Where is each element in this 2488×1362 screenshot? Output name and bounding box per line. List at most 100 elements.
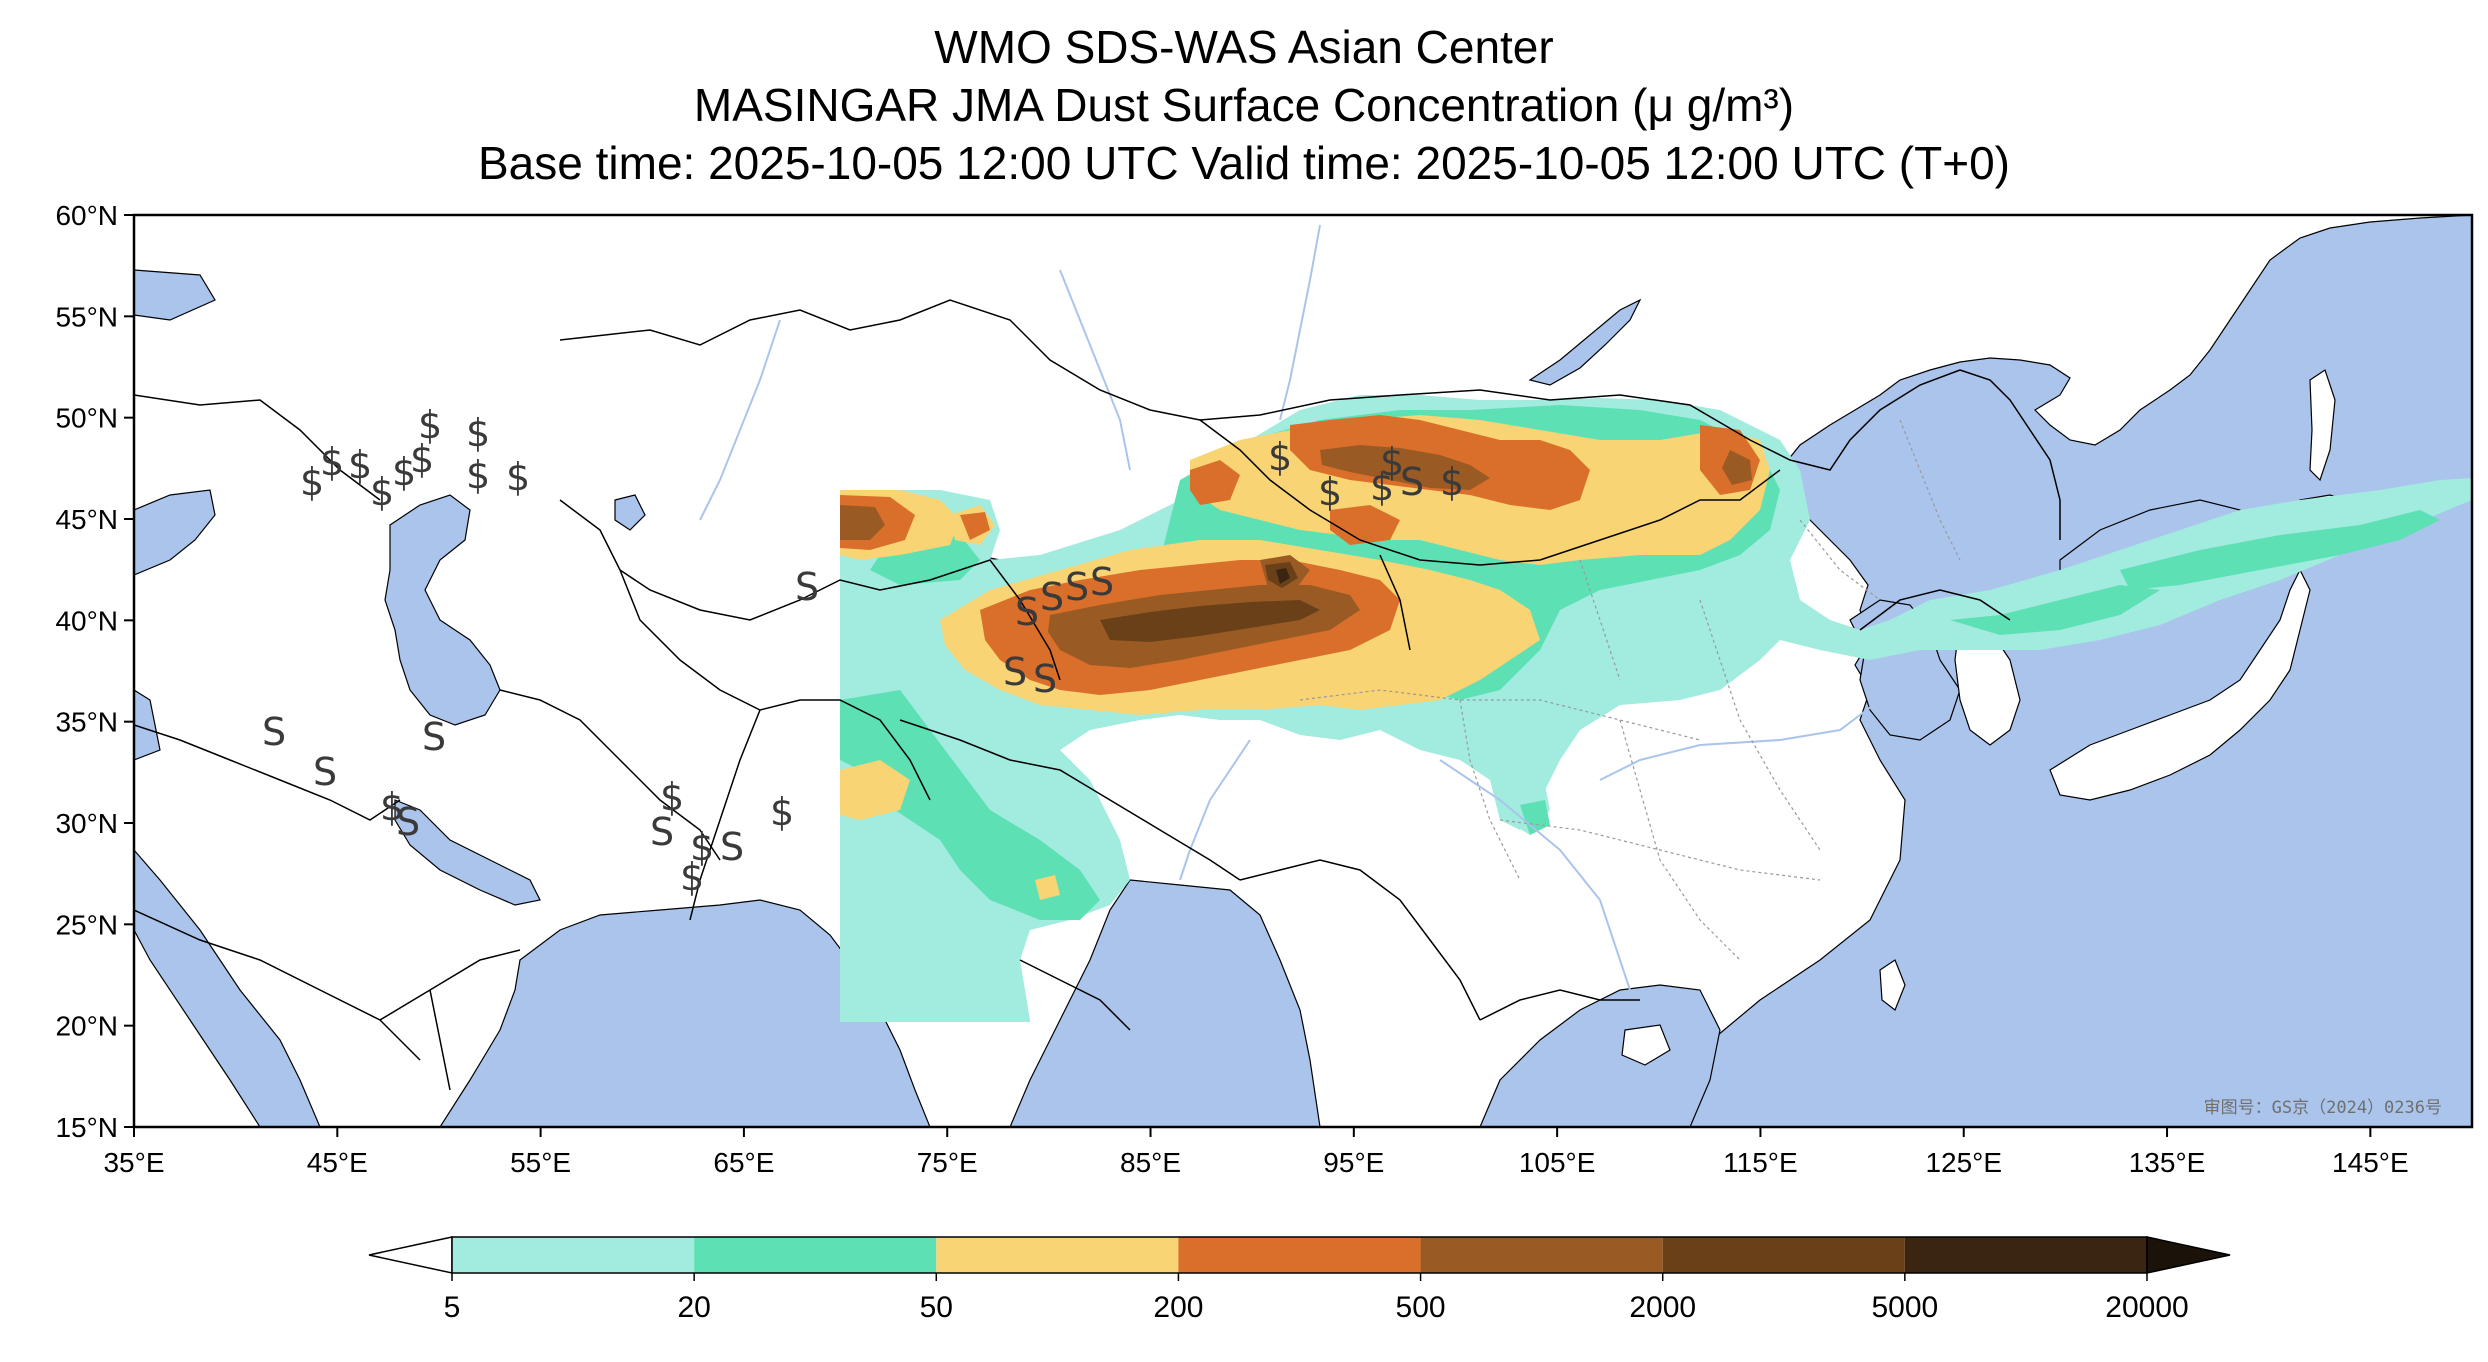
title-product: MASINGAR JMA Dust Surface Concentration …	[693, 79, 1795, 131]
bay-of-bengal	[1009, 879, 1321, 1127]
title-times: Base time: 2025-10-05 12:00 UTC Valid ti…	[478, 137, 2010, 189]
lon-tick-label: 55°E	[510, 1147, 571, 1178]
dust-symbol: $	[690, 825, 714, 869]
lat-tick-label: 15°N	[55, 1112, 118, 1143]
latitude-axis: 60°N 55°N 50°N 45°N 40°N 35°N 30°N 25°N 20°N 15°N	[55, 200, 134, 1143]
lon-tick-label: 145°E	[2332, 1147, 2409, 1178]
dust-symbol: $	[466, 411, 490, 455]
colorbar-segment	[1904, 1237, 2147, 1273]
black-sea	[134, 489, 216, 576]
lat-tick-label: 35°N	[55, 707, 118, 738]
colorbar-segment	[1662, 1237, 1905, 1273]
dust-symbol: $	[410, 437, 434, 481]
colorbar-under-extension	[368, 1236, 453, 1274]
dust-symbol: S	[1090, 560, 1114, 604]
dust-symbol: $	[466, 453, 490, 497]
colorbar-segment	[452, 1237, 695, 1273]
lat-tick-label: 60°N	[55, 200, 118, 231]
lon-tick-label: 105°E	[1519, 1147, 1596, 1178]
lat-tick-label: 55°N	[55, 301, 118, 332]
dust-symbol: S	[795, 565, 819, 609]
dust-symbol: S	[313, 750, 337, 794]
dust-concentration-field	[840, 395, 2472, 1022]
dust-symbol: $	[348, 443, 372, 487]
lon-tick-label: 95°E	[1323, 1147, 1384, 1178]
dust-weather-symbols: $ $ $ $ $ $ $ $ $ $ S S S $ S S $ $ S $ …	[262, 403, 1464, 899]
colorbar-level-label: 5	[444, 1291, 461, 1324]
red-sea	[134, 849, 321, 1127]
colorbar-level-label: 20	[677, 1291, 710, 1324]
colorbar-segment	[694, 1237, 937, 1273]
colorbar-level-label: 50	[920, 1291, 953, 1324]
dust-level-5000-20000	[1276, 568, 1290, 584]
colorbar-segment	[936, 1237, 1179, 1273]
pacific-ocean	[1649, 215, 2472, 1127]
dust-symbol: $	[1380, 440, 1404, 484]
dust-symbol: $	[506, 455, 530, 499]
lon-tick-label: 125°E	[1925, 1147, 2002, 1178]
hainan-island	[1621, 1024, 1671, 1066]
lake-baikal	[1528, 298, 1642, 386]
dust-symbol: $	[1440, 460, 1464, 504]
province-borders	[1299, 419, 1961, 961]
mediterranean-sea	[134, 689, 161, 761]
lat-tick-label: 30°N	[55, 808, 118, 839]
dust-symbol: S	[650, 810, 674, 854]
dust-symbol: $	[300, 460, 324, 504]
colorbar-segment	[1178, 1237, 1421, 1273]
persian-gulf	[394, 799, 541, 906]
lat-tick-label: 20°N	[55, 1011, 118, 1042]
white-sea	[134, 269, 216, 321]
taiwan-island	[1879, 959, 1906, 1011]
title-center: WMO SDS-WAS Asian Center	[934, 21, 1554, 73]
dust-symbol: S	[1400, 460, 1424, 504]
sakhalin-island	[2309, 369, 2336, 482]
dust-symbol: S	[720, 825, 744, 869]
lon-tick-label: 75°E	[917, 1147, 978, 1178]
dust-symbol: $	[1370, 465, 1394, 509]
dust-symbol: S	[1003, 650, 1027, 694]
dust-symbol: $	[392, 450, 416, 494]
caspian-sea	[384, 494, 501, 726]
map-approval-stamp: 审图号：GS京（2024）0236号	[2204, 1098, 2442, 1118]
dust-symbol: $	[370, 470, 394, 514]
colorbar-segment	[1420, 1237, 1663, 1273]
rivers	[699, 224, 1881, 1021]
dust-symbol: S	[1015, 590, 1039, 634]
lat-tick-label: 45°N	[55, 504, 118, 535]
lat-tick-label: 40°N	[55, 605, 118, 636]
colorbar-over-extension	[2146, 1236, 2231, 1274]
colorbar-level-label: 5000	[1871, 1291, 1938, 1324]
aral-sea	[614, 494, 646, 531]
map-area: $ $ $ $ $ $ $ $ $ $ S S S $ S S $ $ S $ …	[134, 215, 2472, 1127]
lon-tick-label: 35°E	[103, 1147, 164, 1178]
country-borders	[134, 299, 2061, 1091]
map-frame	[132, 213, 2474, 1129]
lon-tick-label: 115°E	[1723, 1147, 1798, 1178]
colorbar-level-label: 200	[1153, 1291, 1203, 1324]
dust-symbol: S	[262, 710, 286, 754]
dust-symbol: $	[770, 790, 794, 834]
colorbar: 5 20 50 200 500 2000 5000 20000	[368, 1236, 2231, 1324]
dust-symbol: S	[1040, 575, 1064, 619]
map-titles: WMO SDS-WAS Asian Center MASINGAR JMA Du…	[0, 18, 2488, 192]
dust-symbol: $	[660, 775, 684, 819]
lon-tick-label: 45°E	[307, 1147, 368, 1178]
dust-symbol: $	[1268, 435, 1292, 479]
south-china-sea	[1479, 984, 1721, 1127]
lon-tick-label: 135°E	[2129, 1147, 2206, 1178]
dust-symbol: $	[418, 403, 442, 447]
water-bodies	[134, 215, 2472, 1127]
colorbar-level-label: 20000	[2105, 1291, 2188, 1324]
colorbar-level-label: 2000	[1629, 1291, 1696, 1324]
dust-symbol: S	[422, 715, 446, 759]
dust-symbol: $	[1318, 470, 1342, 514]
honshu-island	[2049, 568, 2311, 801]
dust-symbol: $	[380, 785, 404, 829]
longitude-axis: 35°E 45°E 55°E 65°E 75°E 85°E 95°E 105°E 115°E 12…	[103, 1127, 2409, 1178]
lat-tick-label: 25°N	[55, 909, 118, 940]
lon-tick-label: 85°E	[1120, 1147, 1181, 1178]
colorbar-frame	[451, 1236, 2148, 1274]
dust-symbol: S	[396, 800, 420, 844]
